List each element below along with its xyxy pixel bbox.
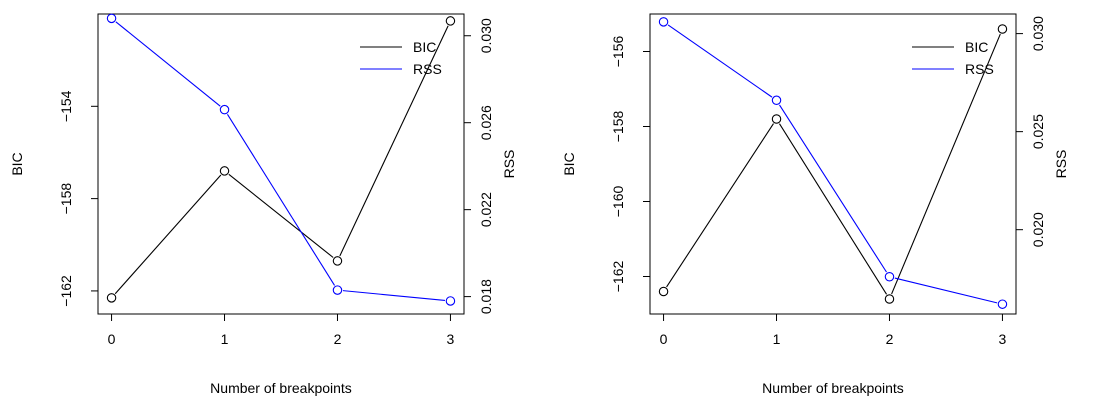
y-right-axis-title: RSS [501, 150, 517, 179]
y-left-tick-label: −156 [610, 36, 626, 68]
rss-point [106, 13, 117, 24]
rss-point [332, 285, 343, 295]
y-left-tick-label: −162 [610, 261, 626, 293]
bic-point [658, 286, 669, 297]
chart-svg-left: 0 1 2 3 Number of breakpoints −162 −158 −154 BIC… [9, 13, 517, 396]
x-tick-label: 2 [886, 331, 894, 347]
bic-point [771, 114, 782, 124]
x-tick-label: 1 [221, 331, 229, 347]
y-left-tick-label: −162 [58, 275, 74, 307]
bic-point [332, 256, 343, 266]
rss-point [445, 296, 456, 306]
chart-svg-right: 0 1 2 3 Number of breakpoints −162 −160 −158 −15… [561, 13, 1069, 396]
bic-line-segment [891, 33, 1001, 295]
y-right-tick-label: 0.018 [478, 279, 494, 314]
chart-panel-right: 0 1 2 3 Number of breakpoints −162 −160 −158 −15… [552, 0, 1104, 401]
bic-point [884, 294, 895, 304]
x-tick-label: 2 [334, 331, 342, 347]
bic-line-segment [778, 123, 888, 295]
legend-rss-label: RSS [413, 61, 442, 77]
bic-line-segment [339, 25, 449, 257]
chart-panel-left: 0 1 2 3 Number of breakpoints −162 −158 −154 BIC… [9, 13, 517, 396]
rss-line-segment [779, 104, 887, 273]
bic-line-segment [114, 174, 222, 295]
bic-line-segment [666, 123, 774, 288]
legend-bic-label: BIC [413, 39, 436, 55]
y-right-tick-label: 0.020 [1030, 212, 1046, 247]
legend-bic-label: BIC [965, 39, 988, 55]
rss-line-segment [894, 277, 998, 304]
y-left-axis-title: BIC [561, 152, 577, 175]
y-right-tick-label: 0.030 [1030, 16, 1046, 51]
y-right-tick-label: 0.025 [1030, 114, 1046, 149]
x-tick-label: 0 [108, 331, 116, 347]
bic-point [219, 166, 230, 176]
rss-line-segment [115, 21, 221, 107]
legend-rss-label: RSS [965, 61, 994, 77]
bic-point [106, 293, 117, 303]
y-left-axis-title: BIC [9, 152, 25, 175]
x-tick-label: 3 [999, 331, 1007, 347]
y-left-tick-label: −154 [58, 90, 74, 122]
x-tick-label: 0 [660, 331, 668, 347]
rss-point [997, 299, 1008, 309]
rss-point [658, 17, 669, 27]
bic-point [445, 16, 456, 26]
rss-line-segment [667, 24, 773, 98]
x-axis-title: Number of breakpoints [762, 380, 904, 396]
y-right-tick-label: 0.022 [478, 192, 494, 227]
rss-line-segment [226, 114, 336, 286]
bic-line-segment [228, 173, 334, 258]
rss-point [884, 271, 895, 282]
x-tick-label: 3 [447, 331, 455, 347]
rss-point [771, 95, 782, 106]
plot-frame [649, 13, 1017, 315]
x-tick-label: 1 [773, 331, 781, 347]
y-left-tick-label: −158 [610, 111, 626, 143]
y-right-tick-label: 0.026 [478, 105, 494, 140]
rss-point [219, 104, 230, 115]
bic-point [997, 24, 1008, 34]
y-right-axis-title: RSS [1053, 150, 1069, 179]
rss-line-segment [342, 290, 446, 301]
x-axis-title: Number of breakpoints [210, 380, 352, 396]
y-left-tick-label: −158 [58, 183, 74, 215]
plot-frame [97, 13, 465, 315]
y-left-tick-label: −160 [610, 186, 626, 218]
y-right-tick-label: 0.030 [478, 18, 494, 53]
